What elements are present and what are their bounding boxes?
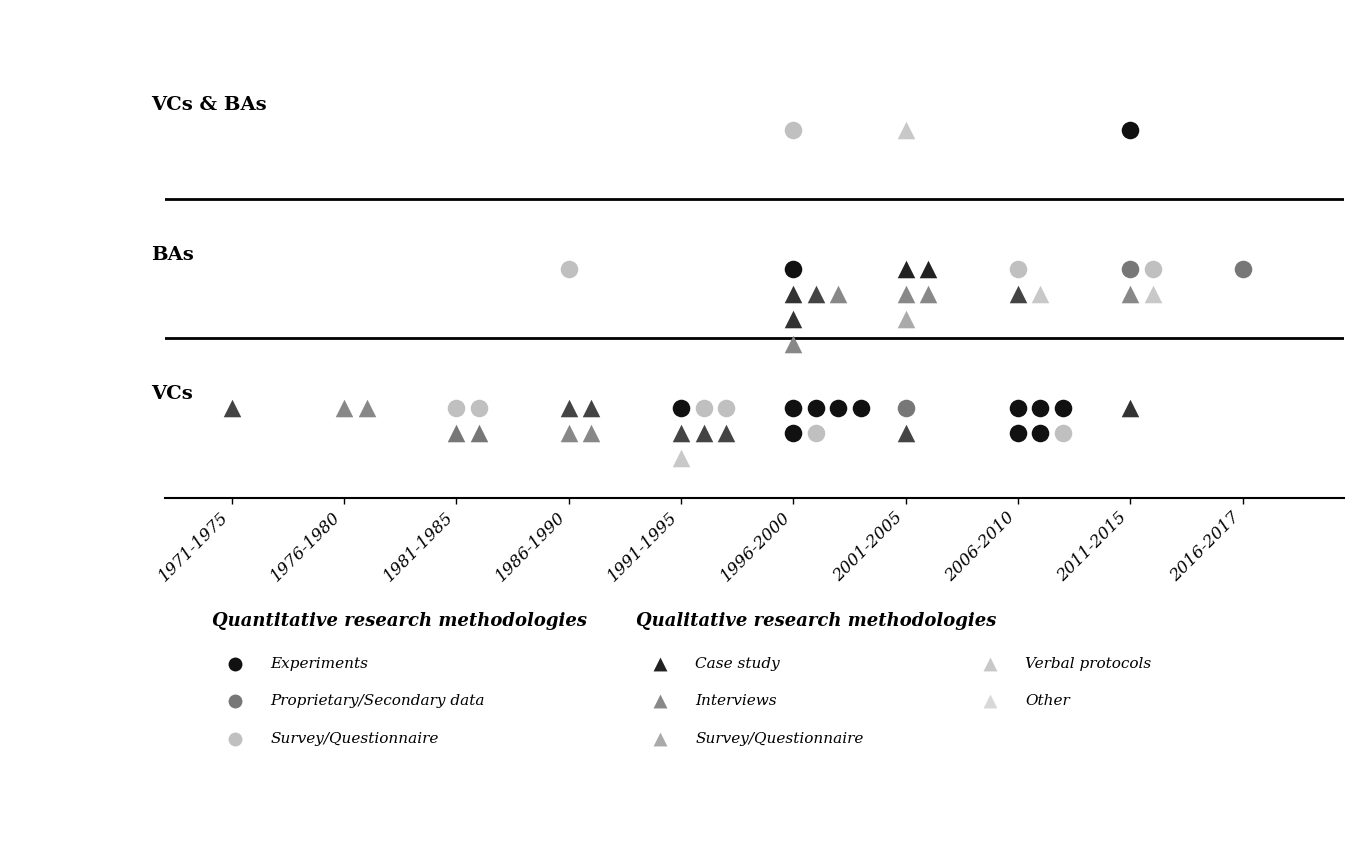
- Point: [580, 426, 602, 440]
- Point: [299, 460, 321, 474]
- Point: [827, 287, 849, 301]
- Point: [299, 449, 321, 463]
- Point: [783, 426, 805, 440]
- Point: [1119, 262, 1141, 276]
- Point: [783, 337, 805, 350]
- Point: [1030, 426, 1052, 440]
- Point: [446, 426, 468, 440]
- Point: [895, 401, 917, 415]
- Point: [850, 401, 872, 415]
- Point: [716, 401, 738, 415]
- Point: [1142, 262, 1164, 276]
- Point: [1030, 287, 1052, 301]
- Point: [783, 287, 805, 301]
- Point: [670, 426, 692, 440]
- Point: [917, 287, 939, 301]
- Point: [558, 426, 580, 440]
- Point: [692, 426, 714, 440]
- Point: [1142, 287, 1164, 301]
- Point: [1006, 287, 1028, 301]
- Point: [1231, 262, 1253, 276]
- Point: [895, 262, 917, 276]
- Point: [1006, 401, 1028, 415]
- Point: [783, 312, 805, 326]
- Point: [221, 401, 243, 415]
- Text: Quantitative research methodologies: Quantitative research methodologies: [211, 612, 587, 630]
- Point: [783, 401, 805, 415]
- Point: [670, 451, 692, 465]
- Point: [692, 401, 714, 415]
- Point: [716, 426, 738, 440]
- Point: [1052, 401, 1073, 415]
- Text: Case study: Case study: [695, 656, 780, 671]
- Point: [895, 287, 917, 301]
- Text: VCs: VCs: [151, 385, 193, 403]
- Point: [895, 312, 917, 326]
- Point: [805, 287, 827, 301]
- Text: BAs: BAs: [151, 246, 193, 264]
- Point: [558, 401, 580, 415]
- Point: [269, 449, 291, 463]
- Text: Experiments: Experiments: [270, 656, 369, 671]
- Point: [558, 262, 580, 276]
- Point: [269, 472, 291, 485]
- Point: [805, 426, 827, 440]
- Point: [446, 401, 468, 415]
- Point: [1030, 401, 1052, 415]
- Point: [468, 401, 489, 415]
- Text: Survey/Questionnaire: Survey/Questionnaire: [695, 732, 864, 746]
- Point: [228, 449, 250, 463]
- Point: [355, 401, 377, 415]
- Point: [1006, 262, 1028, 276]
- Point: [1119, 123, 1141, 137]
- Text: Interviews: Interviews: [695, 694, 777, 709]
- Point: [1119, 401, 1141, 415]
- Point: [1006, 426, 1028, 440]
- Point: [670, 401, 692, 415]
- Point: [783, 123, 805, 137]
- Point: [1119, 287, 1141, 301]
- Point: [580, 401, 602, 415]
- Text: Survey/Questionnaire: Survey/Questionnaire: [270, 732, 439, 746]
- Point: [1052, 426, 1073, 440]
- Point: [827, 401, 849, 415]
- Text: VCs & BAs: VCs & BAs: [151, 96, 267, 114]
- Point: [269, 460, 291, 474]
- Point: [783, 262, 805, 276]
- Point: [917, 262, 939, 276]
- Point: [895, 123, 917, 137]
- Text: Verbal protocols: Verbal protocols: [1026, 656, 1152, 671]
- Point: [333, 401, 355, 415]
- Text: Proprietary/Secondary data: Proprietary/Secondary data: [270, 694, 485, 709]
- Point: [228, 472, 250, 485]
- Text: Other: Other: [1026, 694, 1069, 709]
- Text: Qualitative research methodologies: Qualitative research methodologies: [636, 612, 997, 630]
- Point: [805, 401, 827, 415]
- Point: [468, 426, 489, 440]
- Point: [895, 426, 917, 440]
- Point: [228, 460, 250, 474]
